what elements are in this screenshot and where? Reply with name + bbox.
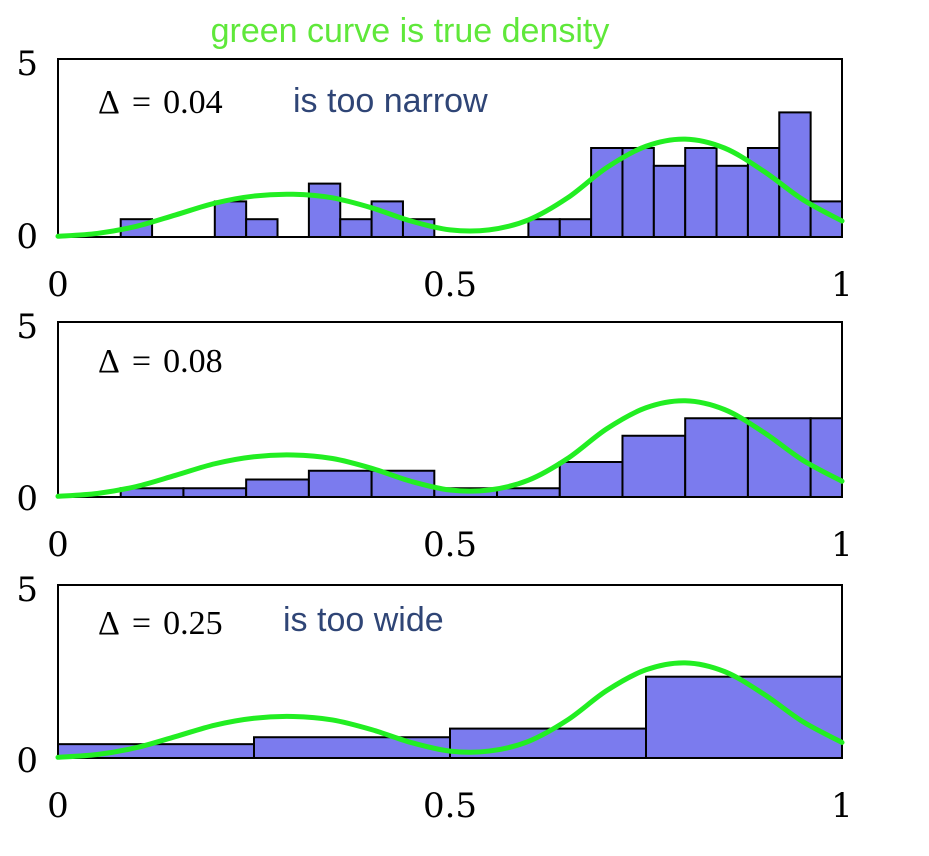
histogram-bar	[621, 434, 687, 498]
bin-width-annotation: Δ = 0.25	[98, 605, 223, 642]
xtick-label: 1	[831, 525, 853, 565]
true-density-curve	[55, 660, 845, 760]
histogram-bar	[496, 487, 561, 498]
histogram-bar	[684, 147, 718, 238]
histogram-bar	[213, 200, 248, 238]
histogram-bar	[558, 461, 624, 498]
xtick-label: 0	[47, 786, 69, 826]
xtick-label: 0.5	[423, 786, 477, 826]
plot-frame	[57, 58, 843, 238]
bin-width-note: is too wide	[283, 601, 444, 639]
bin-width-value: 0.25	[163, 605, 223, 642]
histogram-bar	[307, 182, 342, 239]
xtick-label: 1	[831, 786, 853, 826]
histogram-bar	[621, 147, 655, 238]
bin-width-value: 0.04	[163, 84, 223, 121]
ytick-label: 0	[16, 741, 38, 781]
xtick-label: 1	[831, 265, 853, 305]
histogram-bar	[645, 675, 843, 759]
histogram-bar	[778, 111, 812, 238]
delta-symbol: Δ	[98, 605, 120, 642]
delta-symbol: Δ	[98, 343, 120, 380]
ytick-label: 5	[16, 44, 38, 84]
panel-3: 5 0 0 0.5 1 Δ = 0.25 is too wide	[16, 570, 852, 826]
xtick-label: 0.5	[423, 265, 477, 305]
xtick-label: 0	[47, 525, 69, 565]
figure-title: green curve is true density	[211, 12, 610, 50]
ytick-label: 5	[16, 307, 38, 347]
histogram-bar	[245, 218, 279, 238]
ytick-label: 0	[16, 217, 38, 257]
histogram-bar	[684, 417, 749, 498]
ytick-label: 0	[16, 479, 38, 519]
equals-sign: =	[132, 84, 151, 121]
xtick-label: 0.5	[423, 525, 477, 565]
xtick-label: 0	[47, 265, 69, 305]
histogram-bar	[307, 469, 373, 498]
true-density-curve	[55, 136, 845, 239]
bin-width-value: 0.08	[163, 343, 223, 380]
histogram-bar	[339, 218, 373, 238]
histogram-bar	[715, 164, 749, 238]
equals-sign: =	[132, 343, 151, 380]
histogram-bar	[652, 164, 687, 238]
bin-width-annotation: Δ = 0.04	[98, 84, 223, 121]
histogram-bar	[558, 218, 593, 238]
bin-width-annotation: Δ = 0.08	[98, 343, 223, 380]
histogram-bar	[245, 478, 310, 498]
equals-sign: =	[132, 605, 151, 642]
ytick-label: 5	[16, 570, 38, 610]
delta-symbol: Δ	[98, 84, 120, 121]
panel-1: 5 0 0 0.5 1 Δ = 0.04 is too narrow	[16, 44, 852, 305]
histogram-bar	[182, 487, 248, 498]
histogram-bar	[527, 218, 561, 238]
histogram-bar	[809, 417, 844, 498]
true-density-curve	[55, 398, 845, 499]
panel-2: 5 0 0 0.5 1 Δ = 0.08	[16, 307, 852, 565]
bin-width-note: is too narrow	[293, 82, 488, 120]
